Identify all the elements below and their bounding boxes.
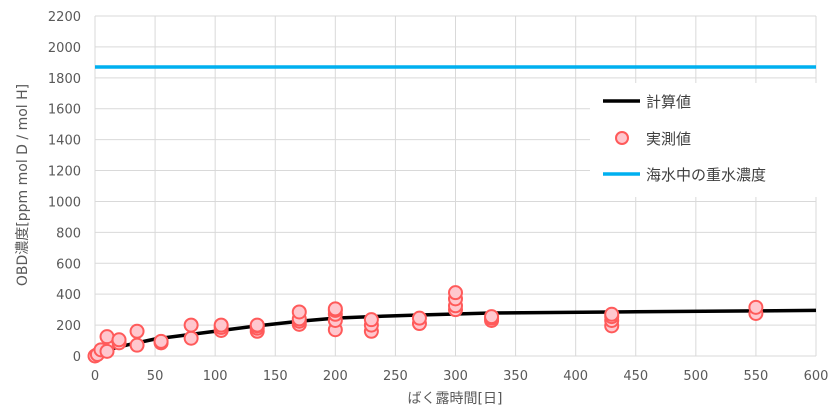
legend-seawater-label: 海水中の重水濃度 [646, 166, 766, 184]
measured-point [604, 306, 620, 322]
legend-measured-swatch [615, 131, 629, 145]
measured-point [99, 343, 115, 359]
measured-point [213, 317, 229, 333]
x-tick-label: 350 [503, 369, 528, 384]
x-tick-label: 600 [804, 369, 829, 384]
measured-point [411, 310, 427, 326]
legend-measured-label: 実測値 [646, 130, 691, 148]
measured-point [363, 312, 379, 328]
measured-point [291, 304, 307, 320]
measured-point [153, 333, 169, 349]
y-tick-label: 1800 [48, 72, 81, 87]
measured-point [448, 285, 463, 301]
x-tick-label: 100 [203, 369, 228, 384]
x-tick-label: 300 [443, 369, 468, 384]
y-tick-label: 400 [56, 288, 81, 303]
measured-point [183, 317, 199, 333]
x-tick-label: 550 [744, 369, 769, 384]
x-tick-label: 250 [383, 369, 408, 384]
legend: 計算値 実測値 海水中の重水濃度 [590, 83, 820, 197]
y-tick-label: 2000 [48, 41, 81, 56]
measured-point [129, 337, 145, 353]
y-tick-label: 200 [56, 319, 81, 334]
series-layer [87, 65, 817, 364]
x-tick-label: 50 [147, 369, 164, 384]
x-tick-label: 200 [323, 369, 348, 384]
y-tick-label: 800 [56, 226, 81, 241]
x-tick-label: 150 [263, 369, 288, 384]
measured-point [748, 299, 764, 315]
x-tick-label: 400 [563, 369, 588, 384]
measured-point [129, 323, 145, 339]
y-tick-label: 1600 [48, 103, 81, 118]
y-tick-label: 2200 [48, 10, 81, 25]
x-tick-label: 450 [623, 369, 648, 384]
measured-point [111, 332, 127, 348]
legend-calc-label: 計算値 [646, 93, 691, 111]
measured-point [183, 330, 199, 346]
y-tick-label: 1200 [48, 165, 81, 180]
y-tick-label: 0 [73, 350, 81, 365]
measured-point [249, 317, 265, 333]
y-tick-label: 1400 [48, 134, 81, 149]
y-axis-ticks: 0 200 400 600 800 1000 1200 1400 1600 1800 2000 220… [48, 10, 81, 365]
measured-point [327, 301, 343, 317]
x-axis-ticks: 0 50 100 150 200 250 300 350 400 450 500 550 600 [91, 369, 829, 384]
y-tick-label: 1000 [48, 195, 81, 210]
measured-point [99, 329, 115, 345]
y-tick-label: 600 [56, 257, 81, 272]
x-tick-label: 0 [91, 369, 99, 384]
y-axis-title: OBD濃度[ppm mol D / mol H] [15, 84, 31, 286]
x-axis-title: ばく露時間[日] [408, 391, 503, 407]
measured-point [484, 309, 500, 325]
x-tick-label: 500 [683, 369, 708, 384]
